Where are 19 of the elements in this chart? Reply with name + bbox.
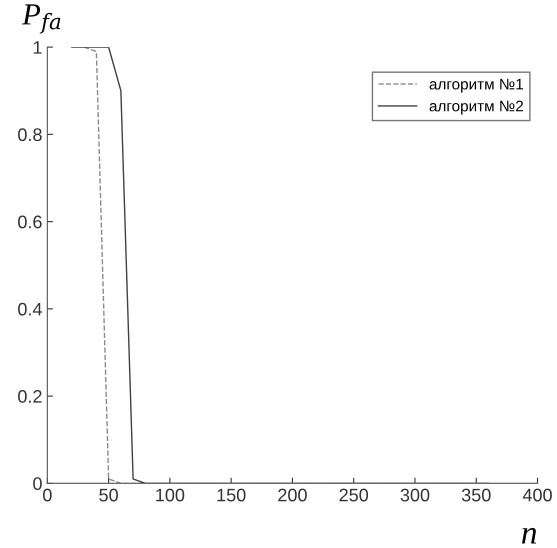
- x-tick-label: 300: [400, 488, 430, 502]
- y-tick-label: 0.8: [18, 128, 42, 142]
- x-tick-label: 250: [340, 488, 368, 502]
- x-tick-label: 200: [278, 488, 307, 502]
- x-tick-label: 400: [522, 488, 552, 502]
- x-tick-label: 100: [156, 488, 184, 502]
- legend-label: алгоритм №2: [430, 100, 523, 114]
- x-tick-label: 150: [217, 488, 246, 502]
- x-tick-label: 350: [462, 488, 491, 502]
- y-tick-label: 0.2: [18, 390, 42, 403]
- y-tick-label: 1: [34, 41, 42, 54]
- y-tick-label: 0.4: [18, 302, 42, 316]
- y-tick-label: 0: [33, 477, 42, 490]
- legend-label: алгоритм №1: [430, 78, 524, 93]
- x-axis-title: n: [522, 528, 536, 544]
- y-tick-label: 0.6: [18, 216, 42, 228]
- y-axis-title: P$_{fa}$: [22, 4, 60, 34]
- x-tick-label: 50: [99, 488, 118, 502]
- x-tick-label: 0: [43, 488, 52, 502]
